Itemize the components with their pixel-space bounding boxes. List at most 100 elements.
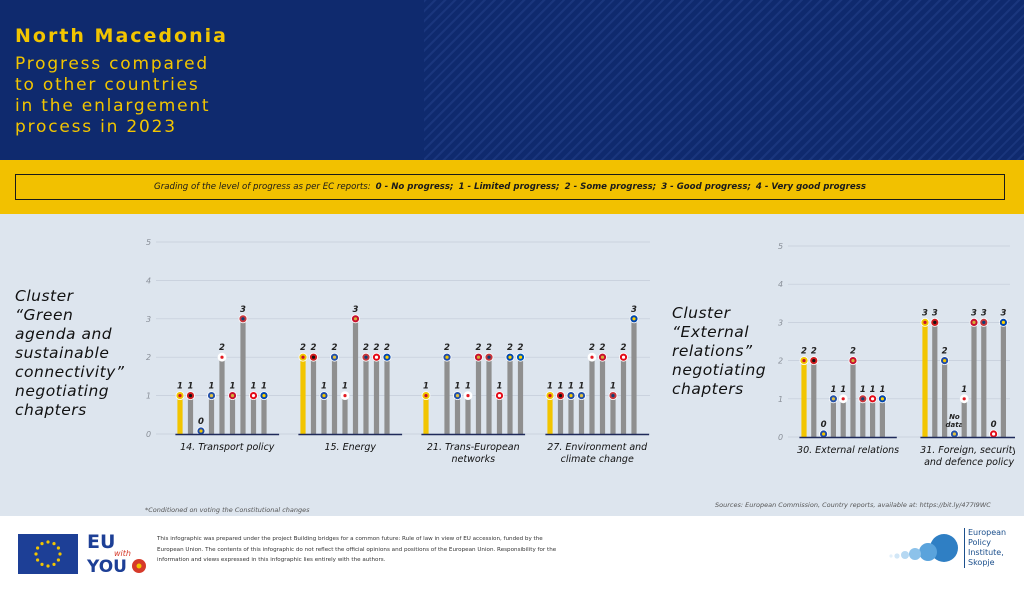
y-tick-label: 1 [146,392,151,401]
georgia-flag-icon [340,391,350,401]
data-label: 1 [879,385,885,395]
bosnia-herzegovina-flag-icon [196,426,206,436]
data-label: No [949,413,960,421]
grading-level-3: 3 - Good progress; [661,182,751,192]
turkey-flag-icon [868,394,877,404]
category-label: 14. Transport policy [180,442,275,453]
bar [486,357,492,434]
data-label: 1 [860,385,866,395]
kosovo-flag-icon [829,394,838,404]
bar [860,398,866,437]
data-label: 1 [961,385,967,395]
eu-with-you-text-2: with [114,549,131,558]
page-title: North Macedonia [15,25,228,47]
data-label: 1 [251,382,257,392]
data-label: 3 [1000,308,1006,318]
category-label: climate change [561,454,634,465]
data-label: 0 [821,420,827,430]
montenegro-flag-icon [351,314,360,324]
y-tick-label: 5 [146,238,151,247]
bar [342,395,348,434]
moldova-flag-icon [259,391,269,401]
data-label: 1 [610,382,616,392]
bar [620,357,627,434]
bar [589,357,595,434]
montenegro-flag-icon [474,352,483,362]
serbia-flag-icon [238,314,248,324]
albania-flag-icon [186,391,195,401]
data-label: 1 [188,382,194,392]
epi-name: European Policy Institute, Skopje [964,528,1006,568]
bar [496,395,503,434]
bar [830,398,836,437]
bar [352,318,359,434]
bar [599,357,606,434]
bar [454,395,461,434]
bar [187,395,194,434]
y-tick-label: 0 [778,433,783,442]
y-tick-label: 0 [146,430,151,439]
category-label: 30. External relations [797,445,899,456]
data-label: 2 [486,343,492,353]
montenegro-flag-icon [598,352,607,362]
albania-flag-icon [309,352,318,362]
data-label: 0 [991,420,997,430]
bar [219,357,225,434]
category-label: 15. Energy [324,442,376,453]
north-macedonia-flag-icon [298,352,308,362]
bar [547,395,553,434]
bar [850,360,856,437]
bar [578,395,585,434]
bar [942,360,948,437]
data-label: 3 [932,308,938,318]
bar [879,398,885,437]
georgia-flag-icon [463,391,473,401]
serbia-flag-icon [484,352,494,362]
georgia-flag-icon [217,352,227,362]
data-label: 2 [600,343,606,353]
bar [811,360,817,437]
bar [240,318,246,434]
bar [922,322,928,437]
bar [961,398,967,437]
data-label: 2 [219,343,225,353]
moldova-flag-icon [382,352,392,362]
data-label: 3 [240,305,246,315]
footer [0,516,1024,590]
data-label: 1 [321,382,327,392]
bar [208,395,215,434]
data-label: 2 [384,343,390,353]
albania-flag-icon [930,318,940,327]
data-label: 2 [332,343,338,353]
north-macedonia-flag-icon [175,391,185,401]
kosovo-flag-icon [207,391,216,401]
bosnia-herzegovina-flag-icon [566,391,576,401]
bar [331,357,338,434]
albania-flag-icon [809,356,819,365]
category-label: networks [451,454,495,465]
data-label: 1 [342,382,348,392]
disclaimer-text: This infographic was prepared under the … [157,536,557,563]
serbia-flag-icon [361,352,371,362]
category-label: 31. Foreign, security [920,445,1015,456]
bosnia-herzegovina-flag-icon [319,391,329,401]
serbia-flag-icon [858,394,868,404]
y-tick-label: 3 [778,318,783,327]
data-label: 2 [476,343,482,353]
turkey-flag-icon [372,352,381,362]
montenegro-flag-icon [848,356,858,365]
bar [475,357,482,434]
grading-intro: Grading of the level of progress as per … [154,182,371,192]
data-label: 1 [830,385,836,395]
data-label: 2 [850,347,856,357]
data-label: 2 [942,347,948,357]
bar [250,395,257,434]
georgia-flag-icon [838,394,848,404]
data-label: 2 [363,343,369,353]
bar [373,357,380,434]
data-label: 1 [261,382,267,392]
bar [363,357,369,434]
data-label: 3 [971,308,977,318]
